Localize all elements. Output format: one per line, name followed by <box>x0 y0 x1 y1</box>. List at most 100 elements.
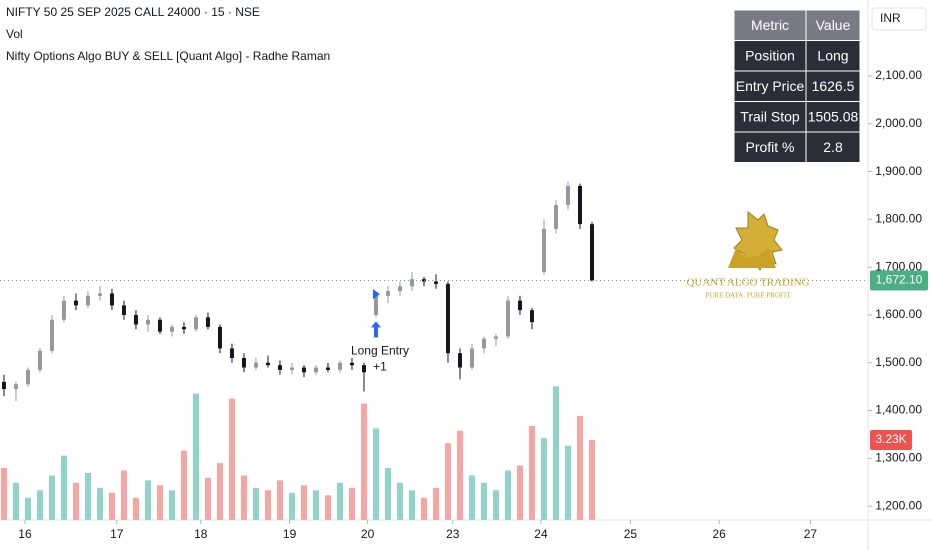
signal-text: Long Entry <box>351 344 409 358</box>
candle-body <box>157 319 162 332</box>
table-cell <box>733 131 807 163</box>
volume-bar <box>168 490 175 520</box>
volume-bar <box>156 485 163 520</box>
table-text: 2.8 <box>823 139 843 155</box>
y-tick-label: 1,800.00 <box>875 212 922 226</box>
candle-body <box>361 365 366 373</box>
table-cell <box>733 70 807 102</box>
candle-body <box>469 348 474 368</box>
currency-box[interactable] <box>871 7 927 31</box>
table-cell <box>805 131 861 163</box>
volume-bar <box>36 490 43 520</box>
volume-bar <box>312 490 319 520</box>
volume-bar <box>540 438 547 520</box>
candle-body <box>73 300 78 306</box>
x-tick-label: 25 <box>624 527 638 541</box>
table-text: Long <box>817 47 848 63</box>
candle-body <box>25 369 30 385</box>
table-text: 1626.5 <box>812 78 855 94</box>
candle-body <box>517 300 522 311</box>
candle-body <box>133 314 138 325</box>
candle-body <box>313 367 318 373</box>
x-tick-label: 16 <box>18 527 32 541</box>
volume-bar <box>324 495 331 520</box>
volume-bar <box>24 497 31 520</box>
candle-body <box>421 279 426 282</box>
candle-body <box>373 295 378 315</box>
candle-body <box>577 185 582 225</box>
candle-body <box>397 286 402 292</box>
volume-label: Vol <box>6 27 23 41</box>
candle-body <box>97 293 102 296</box>
table-cell <box>733 40 807 72</box>
volume-bar <box>180 450 187 520</box>
candle-body <box>301 367 306 373</box>
metrics-table: Metric Value Position Long Entry Price 1626.5… <box>733 9 861 163</box>
logo: QUANT ALGO TRADING PURE DATA. PURE PROFI… <box>686 210 810 300</box>
volume-bar <box>120 470 127 520</box>
candle-body <box>493 336 498 339</box>
logo-lion-body <box>728 248 776 268</box>
candle-body <box>349 362 354 366</box>
volume-bar <box>384 468 391 520</box>
candle-body <box>61 300 66 320</box>
candle-body <box>277 365 282 370</box>
table-text: Entry Price <box>736 78 805 94</box>
table-text: 1505.08 <box>808 108 859 124</box>
y-tick-label: 2,000.00 <box>875 116 922 130</box>
signal-flag <box>372 289 380 300</box>
volume-bar <box>72 482 79 520</box>
candle-body <box>49 319 54 351</box>
table-header-text: Value <box>816 17 851 33</box>
table-cell <box>733 101 807 133</box>
candle-body <box>181 326 186 330</box>
x-tick-label: 17 <box>110 527 124 541</box>
candle-body <box>553 205 558 229</box>
signal-qty: +1 <box>373 360 387 374</box>
volume-bar <box>420 497 427 520</box>
volume-bar <box>240 475 247 520</box>
currency[interactable]: INR <box>880 11 901 25</box>
y-tick-label: 1,400.00 <box>875 403 922 417</box>
candle-body <box>445 283 450 354</box>
table-cell <box>805 70 861 102</box>
logo-tagline: PURE DATA. PURE PROFIT <box>705 292 791 300</box>
volume-bar <box>480 482 487 520</box>
candle-body <box>37 350 42 370</box>
table-text: Trail Stop <box>740 108 800 124</box>
volume-bar <box>528 425 535 520</box>
y-tick-label: 1,900.00 <box>875 164 922 178</box>
volume-bar <box>588 440 595 520</box>
table-text: Position <box>745 47 795 63</box>
candle-body <box>229 348 234 358</box>
candle-body <box>481 338 486 349</box>
volume-bar <box>396 482 403 520</box>
volume-bar <box>264 490 271 520</box>
logo-title: QUANT ALGO TRADING <box>686 277 809 289</box>
candle-body <box>241 357 246 368</box>
candle-body <box>529 310 534 323</box>
candle-body <box>325 367 330 370</box>
candle-body <box>193 317 198 330</box>
y-tick-label: 1,300.00 <box>875 451 922 465</box>
plot <box>0 181 595 520</box>
table-header-cell <box>805 9 861 41</box>
volume-bar <box>228 398 235 520</box>
volume-bar <box>468 475 475 520</box>
last-volume-label: 3.23K <box>875 432 906 446</box>
volume-bar <box>432 487 439 520</box>
candle-body <box>205 317 210 327</box>
candle-body <box>385 291 390 296</box>
volume-bar <box>300 485 307 520</box>
volume-bar <box>504 470 511 520</box>
candle-body <box>433 281 438 284</box>
volume-bar <box>576 416 583 520</box>
volume-bar <box>144 480 151 520</box>
symbol-title: NIFTY 50 25 SEP 2025 CALL 24000 · 15 · N… <box>6 5 260 19</box>
last-price-label: 1,672.10 <box>876 273 923 287</box>
volume-bar <box>252 487 259 520</box>
signal-arrow <box>370 321 381 338</box>
candle-body <box>589 224 594 281</box>
last-volume-box <box>870 430 912 451</box>
